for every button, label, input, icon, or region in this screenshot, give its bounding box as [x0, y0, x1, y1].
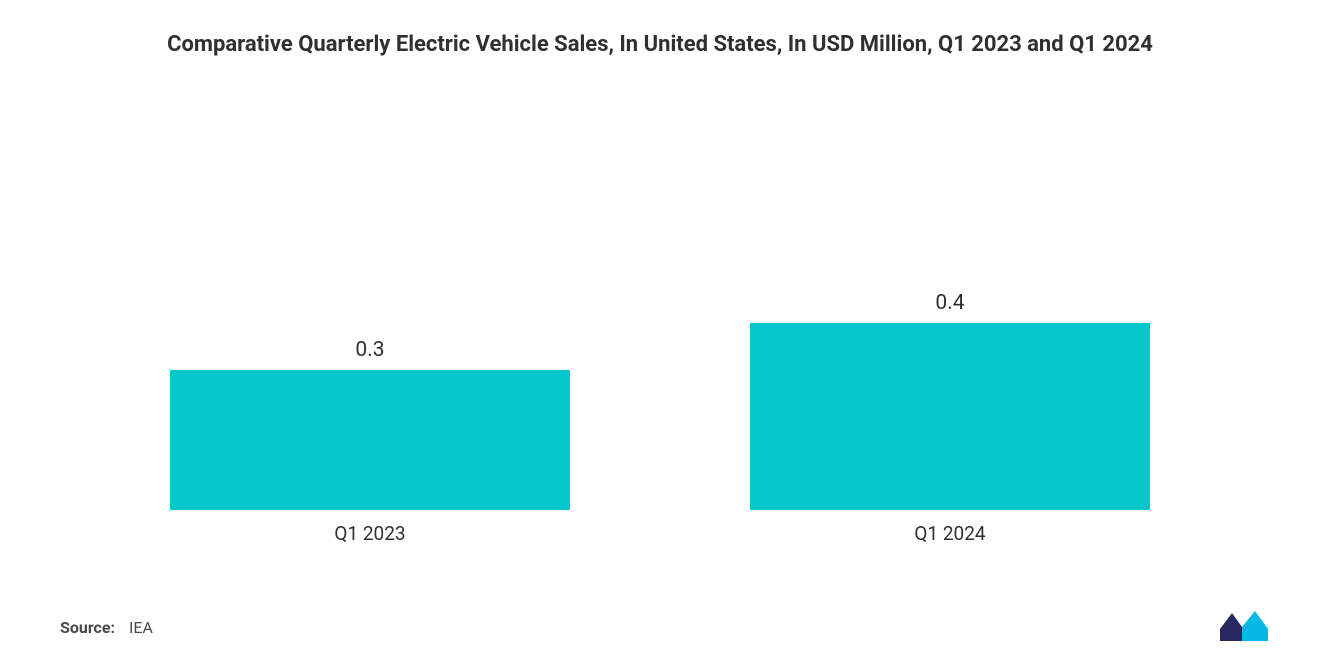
source-value: IEA: [129, 618, 153, 637]
bar-group: 0.4: [750, 90, 1150, 510]
chart-title: Comparative Quarterly Electric Vehicle S…: [80, 30, 1240, 60]
brand-logo: [1218, 609, 1270, 643]
plot-area: 0.3 0.4: [60, 90, 1260, 510]
x-axis-label: Q1 2024: [750, 522, 1150, 545]
x-axis-labels: Q1 2023 Q1 2024: [60, 510, 1260, 545]
bar-group: 0.3: [170, 90, 570, 510]
bars-row: 0.3 0.4: [60, 90, 1260, 510]
bar: [750, 323, 1150, 510]
source-label: Source:: [60, 618, 115, 637]
source-attribution: Source: IEA: [60, 618, 153, 637]
bar: [170, 370, 570, 510]
bar-value-label: 0.3: [355, 338, 384, 362]
logo-icon: [1218, 609, 1270, 643]
chart-container: Comparative Quarterly Electric Vehicle S…: [0, 0, 1320, 665]
bar-value-label: 0.4: [935, 291, 964, 315]
x-axis-label: Q1 2023: [170, 522, 570, 545]
